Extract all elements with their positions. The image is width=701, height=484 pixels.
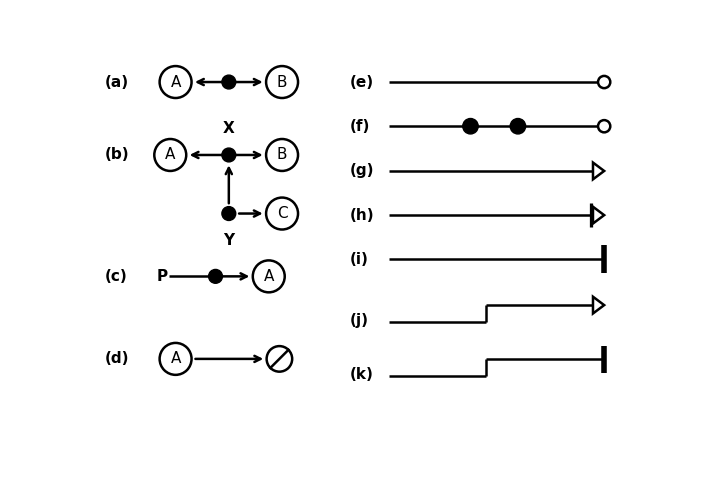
Text: (c): (c)	[104, 269, 128, 284]
Text: A: A	[264, 269, 274, 284]
Text: B: B	[277, 75, 287, 90]
Text: A: A	[170, 351, 181, 366]
Text: (a): (a)	[104, 75, 129, 90]
Text: (d): (d)	[104, 351, 129, 366]
Text: Y: Y	[223, 233, 234, 248]
Text: P: P	[157, 269, 168, 284]
Circle shape	[463, 119, 478, 134]
Circle shape	[222, 75, 236, 89]
Text: (e): (e)	[350, 75, 374, 90]
Text: (f): (f)	[350, 119, 370, 134]
Text: C: C	[277, 206, 287, 221]
Text: (b): (b)	[104, 148, 130, 163]
Text: B: B	[277, 148, 287, 163]
Circle shape	[222, 207, 236, 221]
Text: (i): (i)	[350, 252, 369, 267]
Text: (j): (j)	[350, 313, 369, 328]
Text: (k): (k)	[350, 367, 374, 382]
Circle shape	[222, 148, 236, 162]
Text: X: X	[223, 121, 235, 136]
Text: (g): (g)	[350, 164, 374, 179]
Text: A: A	[170, 75, 181, 90]
Circle shape	[510, 119, 526, 134]
Circle shape	[209, 270, 222, 283]
Text: A: A	[165, 148, 175, 163]
Text: (h): (h)	[350, 208, 374, 223]
